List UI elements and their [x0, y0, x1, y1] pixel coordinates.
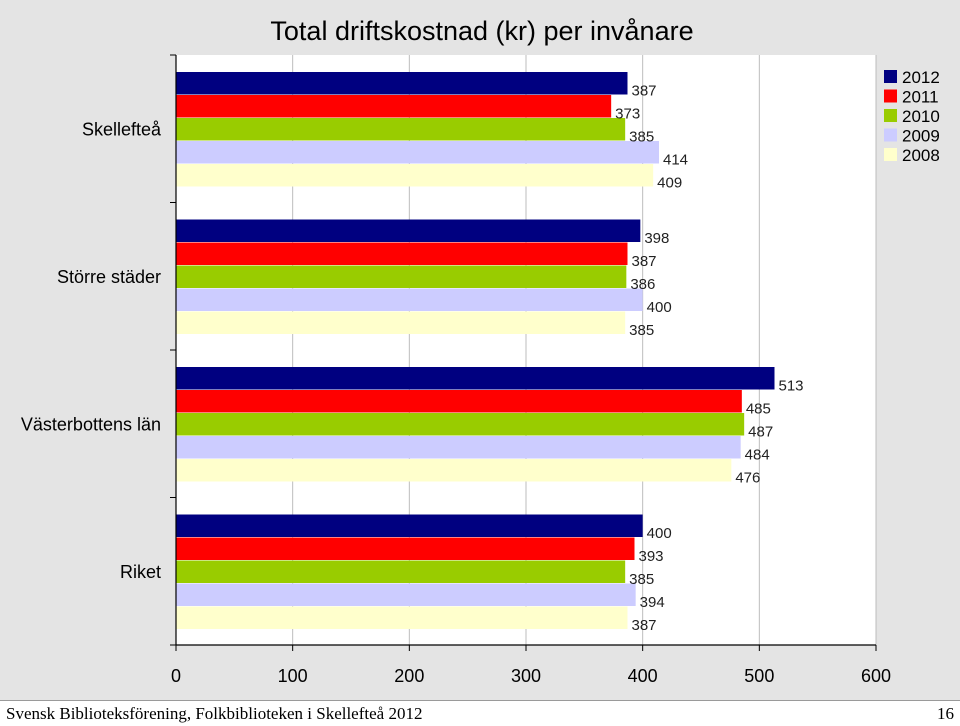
chart-title: Total driftskostnad (kr) per invånare: [270, 16, 693, 46]
x-tick-label: 600: [861, 666, 891, 686]
axes: [170, 54, 877, 651]
legend-label: 2008: [902, 146, 940, 165]
data-label: 476: [735, 469, 760, 486]
data-label: 398: [644, 230, 669, 247]
bar-2010: [176, 560, 626, 583]
legend-swatch-2010: [884, 109, 897, 122]
data-label: 386: [630, 276, 655, 293]
data-label: 387: [632, 82, 657, 99]
category-label: Riket: [120, 562, 161, 582]
legend-swatch-2011: [884, 89, 897, 103]
legend-swatch-2008: [884, 148, 897, 161]
bar-2011: [176, 537, 635, 560]
data-label: 393: [639, 548, 664, 565]
bar-2012: [176, 72, 628, 95]
page-number: 16: [937, 704, 954, 723]
bar-2008: [176, 311, 626, 334]
x-tick-label: 0: [171, 666, 181, 686]
tick-labels: 0 100 200 300 400 500 600: [171, 666, 891, 686]
bar-2009: [176, 583, 636, 606]
legend-swatch-2012: [884, 70, 897, 83]
data-label: 387: [632, 253, 657, 270]
category-label: Skellefteå: [82, 119, 162, 139]
bars: [176, 72, 775, 629]
bar-2012: [176, 514, 643, 537]
data-label: 385: [629, 128, 654, 145]
bar-2010: [176, 413, 745, 436]
data-label: 387: [632, 617, 657, 634]
x-tick-label: 100: [278, 666, 308, 686]
data-label: 409: [657, 174, 682, 191]
bar-chart: Total driftskostnad (kr) per invånare 38…: [0, 0, 960, 700]
legend-label: 2010: [902, 107, 940, 126]
x-tick-label: 500: [744, 666, 774, 686]
data-label: 484: [745, 446, 770, 463]
data-label: 485: [746, 400, 771, 417]
bar-2011: [176, 95, 612, 118]
data-labels: 387 373 385 414 409 398 387 386 400 385 513 485 487 4…: [615, 82, 803, 634]
data-label: 373: [615, 105, 640, 122]
x-tick-label: 300: [511, 666, 541, 686]
x-tick-label: 200: [394, 666, 424, 686]
category-label: Västerbottens län: [21, 414, 161, 434]
bar-2010: [176, 118, 626, 141]
bar-2011: [176, 242, 628, 265]
x-tick-label: 400: [628, 666, 658, 686]
bar-2008: [176, 164, 654, 187]
footer-source: Svensk Biblioteksförening, Folkbibliotek…: [6, 704, 423, 723]
data-label: 400: [647, 299, 672, 316]
data-label: 414: [663, 151, 688, 168]
legend-label: 2012: [902, 68, 940, 87]
bar-2012: [176, 219, 641, 242]
data-label: 385: [629, 571, 654, 588]
bar-2008: [176, 606, 628, 629]
category-labels: Skellefteå Större städer Västerbottens län…: [21, 119, 162, 582]
data-label: 394: [640, 594, 665, 611]
bar-2009: [176, 288, 643, 311]
legend-label: 2011: [902, 88, 939, 107]
bar-2009: [176, 436, 741, 459]
footer: Svensk Biblioteksförening, Folkbibliotek…: [0, 700, 960, 726]
data-label: 513: [779, 377, 804, 394]
data-label: 400: [647, 525, 672, 542]
category-label: Större städer: [57, 267, 161, 287]
bar-2010: [176, 265, 627, 288]
data-label: 487: [748, 423, 773, 440]
bar-2009: [176, 141, 659, 164]
legend-label: 2009: [902, 127, 940, 146]
bar-2008: [176, 459, 732, 482]
data-label: 385: [629, 322, 654, 339]
legend-swatch-2009: [884, 128, 897, 142]
bar-2011: [176, 390, 742, 413]
bar-2012: [176, 367, 775, 390]
